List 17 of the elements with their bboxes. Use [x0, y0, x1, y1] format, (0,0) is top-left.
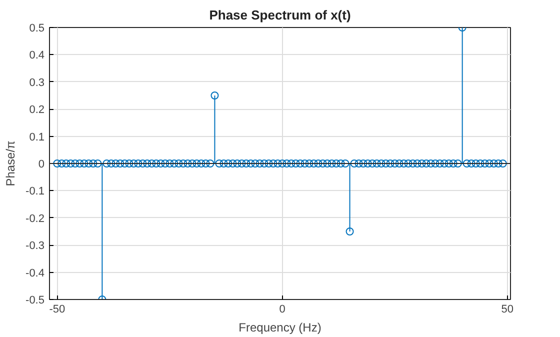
y-tick-label: 0.3 — [29, 76, 45, 89]
y-tick-label: -0.4 — [26, 267, 45, 280]
x-tick-label: 0 — [279, 304, 286, 316]
y-tick-label: 0.2 — [29, 104, 45, 116]
y-tick-label: 0 — [38, 158, 45, 170]
x-tick-label: -50 — [49, 304, 66, 316]
y-tick-label: 0.5 — [29, 22, 45, 34]
chart-title: Phase Spectrum of x(t) — [209, 8, 351, 22]
x-axis-title: Frequency (Hz) — [238, 320, 322, 334]
y-tick-label: -0.5 — [26, 294, 45, 306]
y-tick-label: 0.4 — [29, 50, 45, 62]
y-tick-label: -0.2 — [26, 212, 45, 225]
y-tick-label: -0.3 — [26, 240, 45, 252]
y-tick-label: 0.1 — [29, 131, 45, 144]
y-tick-label: -0.1 — [26, 186, 45, 198]
y-axis-title: Phase/π — [4, 140, 18, 186]
x-tick-label: 50 — [501, 304, 514, 316]
